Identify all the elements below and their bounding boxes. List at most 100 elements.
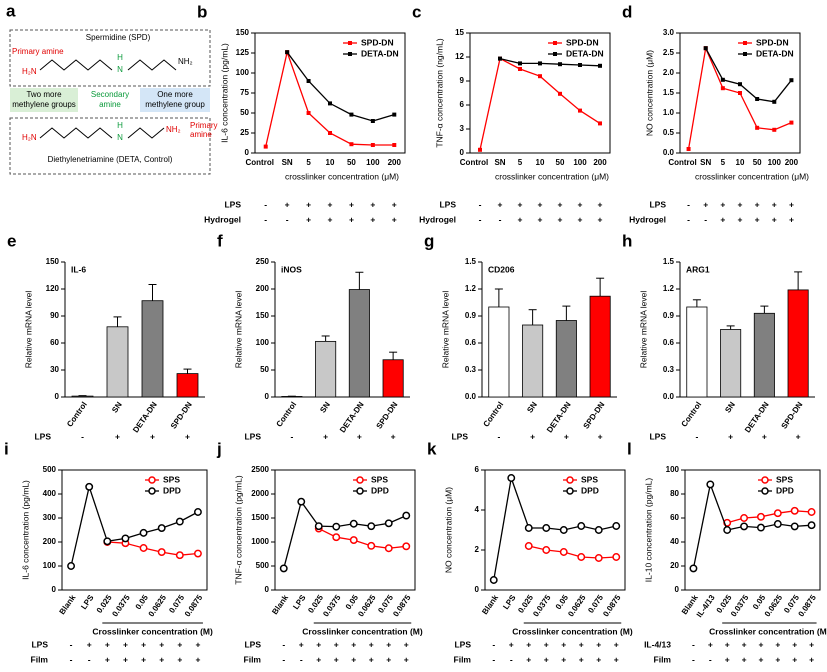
marker bbox=[489, 576, 498, 584]
bar bbox=[348, 289, 370, 398]
x-tick-label: Blank bbox=[58, 593, 78, 616]
legend-label: SPS bbox=[581, 474, 598, 484]
legend-label: DPD bbox=[163, 485, 181, 495]
y-tick-label: 2 bbox=[475, 545, 480, 554]
x-tick-label: LPS bbox=[291, 593, 308, 611]
row-value: + bbox=[792, 639, 797, 649]
marker bbox=[755, 125, 760, 130]
row-value: + bbox=[544, 654, 549, 664]
chart-title: CD206 bbox=[488, 264, 515, 274]
row-value: + bbox=[558, 199, 563, 209]
legend-marker bbox=[553, 41, 557, 45]
row-value: + bbox=[703, 199, 708, 209]
row-label: Film bbox=[654, 654, 672, 664]
x-axis-label: crosslinker concentration (μM) bbox=[695, 171, 809, 181]
marker bbox=[518, 61, 522, 66]
row-value: + bbox=[351, 654, 356, 664]
series-line bbox=[286, 51, 395, 122]
panel-label: d bbox=[622, 2, 632, 21]
row-value: + bbox=[159, 654, 164, 664]
y-axis-label: IL-10 concentration (pg/mL) bbox=[643, 478, 653, 583]
marker bbox=[67, 562, 76, 570]
diagram: a Spermidine (SPD) Primary amine H₂N N H… bbox=[6, 1, 218, 175]
bar bbox=[555, 320, 577, 398]
row-value: + bbox=[369, 639, 374, 649]
row-value: + bbox=[796, 431, 801, 441]
row-value: + bbox=[598, 214, 603, 224]
atom: H bbox=[117, 53, 123, 62]
legend-marker bbox=[348, 41, 352, 45]
x-tick-label: 0.0625 bbox=[566, 593, 588, 619]
bar bbox=[488, 306, 510, 398]
row-value: + bbox=[392, 199, 397, 209]
chart-title: IL-6 bbox=[71, 264, 86, 274]
y-tick-label: 2500 bbox=[251, 465, 269, 474]
y-tick-label: 1.2 bbox=[465, 284, 477, 293]
highlight bbox=[10, 88, 78, 112]
marker bbox=[367, 522, 376, 531]
row-value: + bbox=[809, 639, 814, 649]
legend-marker bbox=[148, 487, 156, 495]
y-tick-label: 1.2 bbox=[663, 284, 675, 293]
legend-marker bbox=[566, 487, 574, 495]
legend-marker bbox=[761, 476, 769, 484]
row-value: + bbox=[285, 199, 290, 209]
marker bbox=[524, 524, 533, 532]
marker bbox=[706, 480, 715, 489]
y-axis-label: TNF-α concentration (ng/mL) bbox=[434, 38, 444, 147]
row-value: + bbox=[526, 654, 531, 664]
series-line bbox=[107, 541, 198, 556]
row-value: - bbox=[510, 654, 513, 664]
row-label: LPS bbox=[649, 431, 666, 441]
x-tick-label: 5 bbox=[721, 158, 726, 167]
y-tick-label: 500 bbox=[256, 561, 270, 570]
marker bbox=[328, 131, 332, 135]
row-value: + bbox=[728, 431, 733, 441]
marker bbox=[720, 86, 725, 91]
row-value: + bbox=[349, 214, 354, 224]
legend-marker bbox=[743, 41, 747, 45]
marker bbox=[478, 147, 482, 152]
row-value: + bbox=[725, 639, 730, 649]
plot-frame bbox=[274, 469, 416, 591]
row-value: + bbox=[115, 431, 120, 441]
row-value: + bbox=[177, 654, 182, 664]
bar bbox=[720, 329, 742, 398]
row-value: + bbox=[614, 654, 619, 664]
bar bbox=[141, 300, 164, 398]
amine-label: amine bbox=[190, 130, 212, 139]
row-value: + bbox=[195, 639, 200, 649]
row-value: + bbox=[538, 199, 543, 209]
row-value: + bbox=[123, 639, 128, 649]
marker bbox=[121, 534, 130, 543]
marker bbox=[559, 526, 568, 534]
atom: H₂N bbox=[22, 133, 37, 142]
marker bbox=[740, 522, 749, 531]
marker bbox=[773, 520, 782, 528]
row-value: + bbox=[334, 654, 339, 664]
atom: H bbox=[117, 121, 123, 130]
row-value: - bbox=[499, 214, 502, 224]
row-value: - bbox=[88, 654, 91, 664]
row-value: + bbox=[708, 639, 713, 649]
row-value: + bbox=[742, 639, 747, 649]
marker bbox=[139, 528, 148, 537]
marker bbox=[598, 121, 602, 126]
atom: NH₂ bbox=[166, 125, 181, 134]
y-tick-label: 9 bbox=[460, 76, 465, 85]
marker bbox=[720, 77, 725, 82]
row-label: Film bbox=[244, 654, 262, 664]
row-value: + bbox=[720, 214, 725, 224]
row-value: - bbox=[695, 431, 698, 441]
plot-frame bbox=[469, 32, 611, 154]
row-value: + bbox=[538, 214, 543, 224]
y-tick-label: 125 bbox=[236, 48, 250, 57]
y-tick-label: 0 bbox=[55, 392, 60, 401]
marker bbox=[755, 97, 760, 101]
marker bbox=[306, 79, 311, 83]
marker bbox=[686, 147, 691, 151]
marker bbox=[577, 553, 586, 561]
panel-label: l bbox=[627, 439, 632, 458]
row-value: + bbox=[775, 654, 780, 664]
y-tick-label: 0 bbox=[265, 585, 270, 594]
